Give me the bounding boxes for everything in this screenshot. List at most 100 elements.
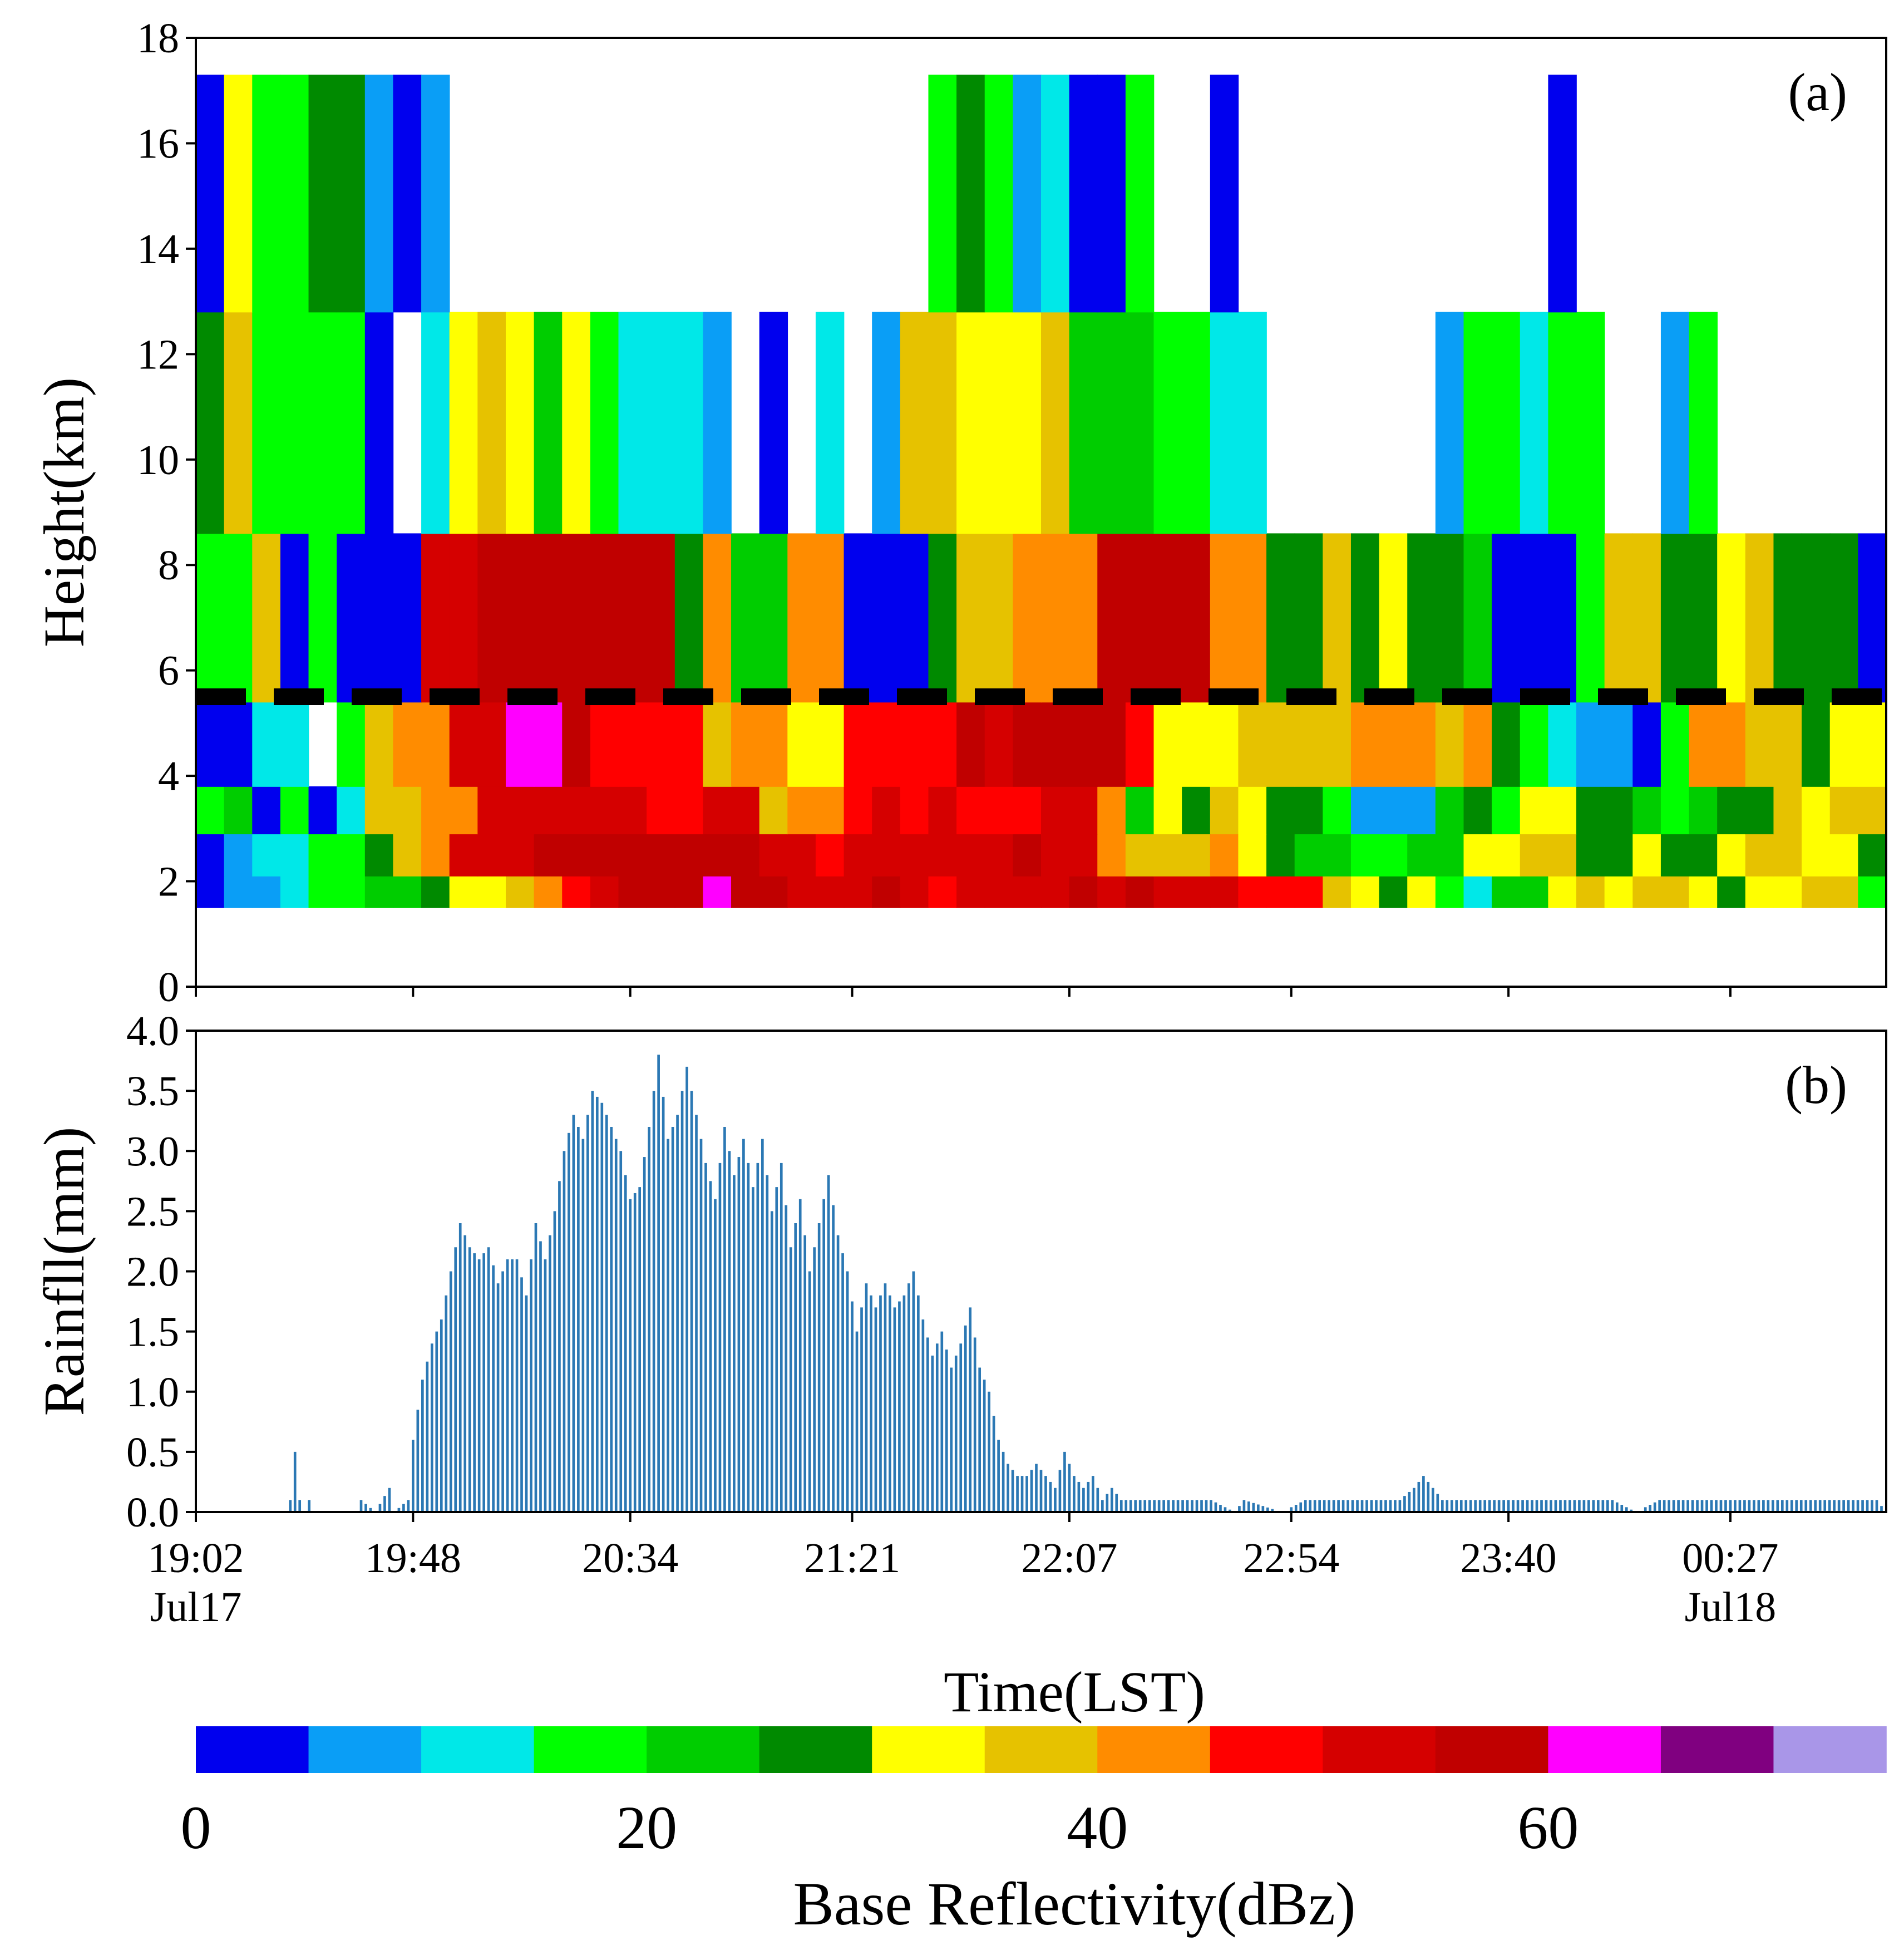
heatmap-cell — [1238, 312, 1267, 534]
heatmap-cell — [1576, 702, 1605, 787]
heatmap-cell — [1463, 702, 1492, 787]
rainfall-bar — [364, 1504, 367, 1512]
heatmap-cell — [1182, 312, 1211, 534]
heatmap-cell — [872, 786, 901, 835]
rainfall-bar — [1681, 1500, 1685, 1513]
rainfall-bar — [1871, 1500, 1873, 1513]
rainfall-bar — [1290, 1507, 1293, 1512]
rainfall-bar — [298, 1500, 302, 1513]
heatmap-cell — [759, 876, 788, 908]
heatmap-cell — [280, 834, 309, 876]
heatmap-cell — [590, 702, 619, 787]
rainfall-bar — [359, 1500, 363, 1513]
heatmap-cell — [1717, 533, 1746, 703]
heatmap-cell — [252, 786, 281, 835]
heatmap-cell — [1125, 834, 1155, 876]
rainfall-bar — [1143, 1500, 1147, 1513]
rainfall-bar — [1753, 1500, 1755, 1513]
heatmap-cell — [308, 876, 337, 908]
rainfall-bar — [1818, 1500, 1822, 1513]
heatmap-cell — [505, 533, 535, 703]
rainfall-bar — [402, 1504, 405, 1512]
heatmap-cell — [505, 786, 535, 835]
y-tick-label: 8 — [158, 542, 179, 589]
rainfall-bar — [766, 1175, 769, 1512]
heatmap-cell — [1604, 702, 1634, 787]
colorbar-cell — [1435, 1726, 1549, 1773]
rainfall-bar — [652, 1091, 655, 1513]
y-tick-label: 6 — [158, 648, 179, 695]
heatmap-cell — [703, 533, 732, 703]
rainfall-bar — [794, 1223, 797, 1512]
heatmap-cell — [337, 312, 366, 534]
heatmap-cell — [1323, 533, 1351, 703]
rainfall-bar — [449, 1271, 452, 1512]
rainfall-bar — [1469, 1500, 1472, 1513]
rainfall-bar — [482, 1253, 485, 1512]
heatmap-cell — [1717, 702, 1746, 787]
colorbar-cell — [308, 1726, 422, 1773]
rainfall-bar — [695, 1115, 698, 1513]
rainfall-bar — [1106, 1494, 1109, 1512]
heatmap-cell — [1492, 533, 1521, 703]
rainfall-bar — [1427, 1481, 1430, 1512]
heatmap-cell — [421, 75, 450, 313]
rainfall-bar — [1502, 1500, 1505, 1513]
rainfall-bar — [1512, 1500, 1515, 1513]
heatmap-cell — [815, 312, 845, 534]
rainfall-bar — [1847, 1500, 1850, 1513]
heatmap-cell — [280, 533, 309, 703]
heatmap-cell — [731, 533, 760, 703]
rainfall-bar — [827, 1175, 830, 1512]
rainfall-bars — [289, 1055, 1883, 1513]
heatmap-cell — [1323, 876, 1351, 908]
y-tick-label: 1.0 — [126, 1369, 179, 1416]
heatmap-cell — [1435, 876, 1464, 908]
rainfall-bar — [808, 1271, 811, 1512]
rainfall-bar — [1780, 1500, 1784, 1513]
heatmap-cell — [1125, 312, 1155, 534]
heatmap-cell — [1379, 876, 1408, 908]
heatmap-cell — [1773, 876, 1802, 908]
heatmap-cell — [1745, 786, 1774, 835]
heatmap-cell — [1548, 786, 1577, 835]
rainfall-bar — [435, 1331, 438, 1513]
heatmap-cell — [1858, 702, 1887, 787]
heatmap-cell — [900, 876, 929, 908]
heatmap-cell — [1069, 786, 1098, 835]
rainfall-bar — [1219, 1505, 1222, 1512]
heatmap-cell — [477, 834, 506, 876]
rainfall-bar — [397, 1508, 401, 1512]
colorbar-cells — [196, 1726, 1887, 1773]
rainfall-bar — [1464, 1500, 1468, 1513]
heatmap-cell — [1350, 876, 1380, 908]
y-tick-label: 18 — [137, 15, 179, 62]
y-tick-label: 2.0 — [126, 1249, 179, 1296]
heatmap-cell — [1745, 834, 1774, 876]
heatmap-cell — [844, 702, 872, 787]
rainfall-bar — [685, 1066, 688, 1513]
heatmap-cell — [928, 876, 957, 908]
heatmap-cell — [196, 312, 225, 534]
rainfall-bar — [1795, 1500, 1798, 1513]
rainfall-bar — [1762, 1500, 1765, 1513]
rainfall-bar — [1540, 1500, 1543, 1513]
rainfall-bar — [1351, 1500, 1354, 1513]
heatmap-cell — [590, 312, 619, 534]
rainfall-bar — [1408, 1491, 1411, 1512]
heatmap-cell — [562, 312, 591, 534]
rainfall-bar — [723, 1127, 726, 1512]
rainfall-bar — [1167, 1500, 1170, 1513]
heatmap-cell — [308, 786, 337, 835]
rainfall-bar — [855, 1331, 859, 1513]
heatmap-cell — [1829, 834, 1859, 876]
heatmap-cell — [252, 876, 281, 908]
heatmap-cell — [505, 312, 535, 534]
rainfall-bar — [917, 1295, 920, 1512]
rainfall-bar — [1823, 1500, 1827, 1513]
heatmap-cell — [1125, 786, 1155, 835]
heatmap-cell — [674, 834, 704, 876]
heatmap-cells — [196, 75, 1887, 908]
rainfall-bar — [912, 1271, 915, 1512]
rainfall-bar — [511, 1259, 514, 1513]
